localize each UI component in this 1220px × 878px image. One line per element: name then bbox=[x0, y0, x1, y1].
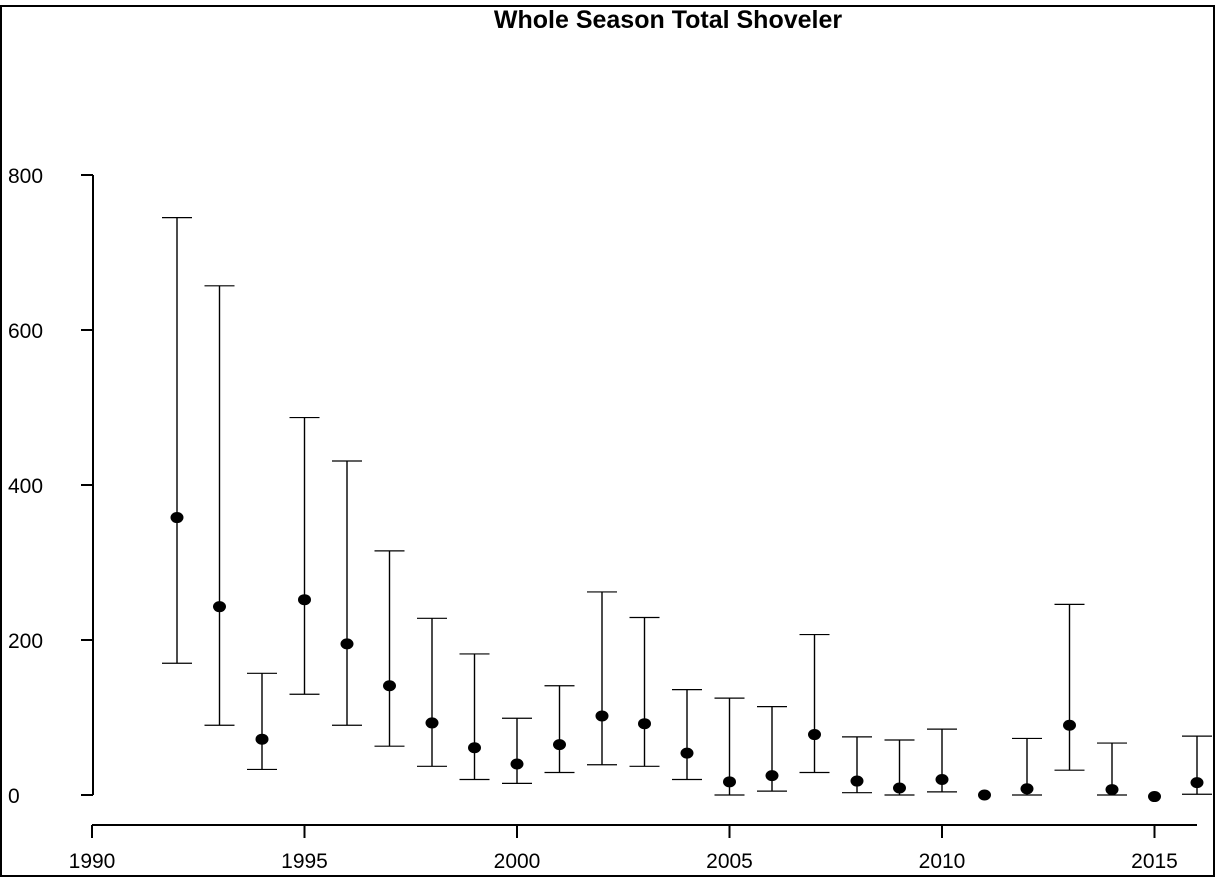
data-point-2009 bbox=[893, 782, 906, 794]
data-point-1999 bbox=[468, 742, 481, 754]
data-point-1994 bbox=[255, 733, 269, 745]
y-tick-label-200: 200 bbox=[8, 630, 43, 653]
data-point-2013 bbox=[1063, 719, 1076, 731]
data-point-1998 bbox=[425, 717, 439, 729]
data-point-2004 bbox=[680, 747, 694, 759]
data-point-2005 bbox=[723, 776, 736, 788]
data-point-2001 bbox=[553, 739, 566, 751]
y-tick-label-0: 0 bbox=[8, 785, 20, 808]
data-point-2000 bbox=[510, 758, 524, 770]
data-point-2012 bbox=[1020, 783, 1034, 795]
data-point-2003 bbox=[638, 718, 651, 730]
data-point-2011 bbox=[978, 789, 991, 801]
data-point-1996 bbox=[340, 638, 354, 650]
x-tick-label-2005: 2005 bbox=[706, 850, 753, 873]
x-axis-ticks: 1990 1995 2000 2005 2010 2015 bbox=[69, 825, 1178, 873]
y-axis-ticks: 0 200 400 600 800 bbox=[8, 165, 93, 808]
data-point-2006 bbox=[765, 770, 779, 782]
data-point-2002 bbox=[595, 710, 609, 722]
x-tick-label-2010: 2010 bbox=[919, 850, 966, 873]
data-point-1992 bbox=[170, 512, 184, 524]
y-tick-label-800: 800 bbox=[8, 165, 43, 188]
data-point-2015 bbox=[1148, 791, 1161, 803]
x-tick-label-2015: 2015 bbox=[1131, 850, 1178, 873]
data-point-1997 bbox=[383, 680, 396, 692]
plot-border bbox=[0, 5, 1215, 877]
data-point-1995 bbox=[298, 594, 311, 606]
data-marks bbox=[162, 217, 1212, 803]
chart-title: Whole Season Total Shoveler bbox=[494, 6, 842, 34]
data-point-1993 bbox=[213, 601, 226, 613]
x-tick-label-1995: 1995 bbox=[281, 850, 328, 873]
x-tick-label-1990: 1990 bbox=[69, 850, 116, 873]
x-tick-label-2000: 2000 bbox=[494, 850, 541, 873]
y-tick-label-600: 600 bbox=[8, 320, 43, 343]
data-point-2010 bbox=[935, 774, 949, 785]
data-point-2014 bbox=[1105, 784, 1119, 796]
y-tick-label-400: 400 bbox=[8, 475, 43, 498]
data-point-2016 bbox=[1190, 777, 1204, 789]
data-point-2007 bbox=[808, 729, 821, 741]
data-point-2008 bbox=[850, 775, 864, 787]
